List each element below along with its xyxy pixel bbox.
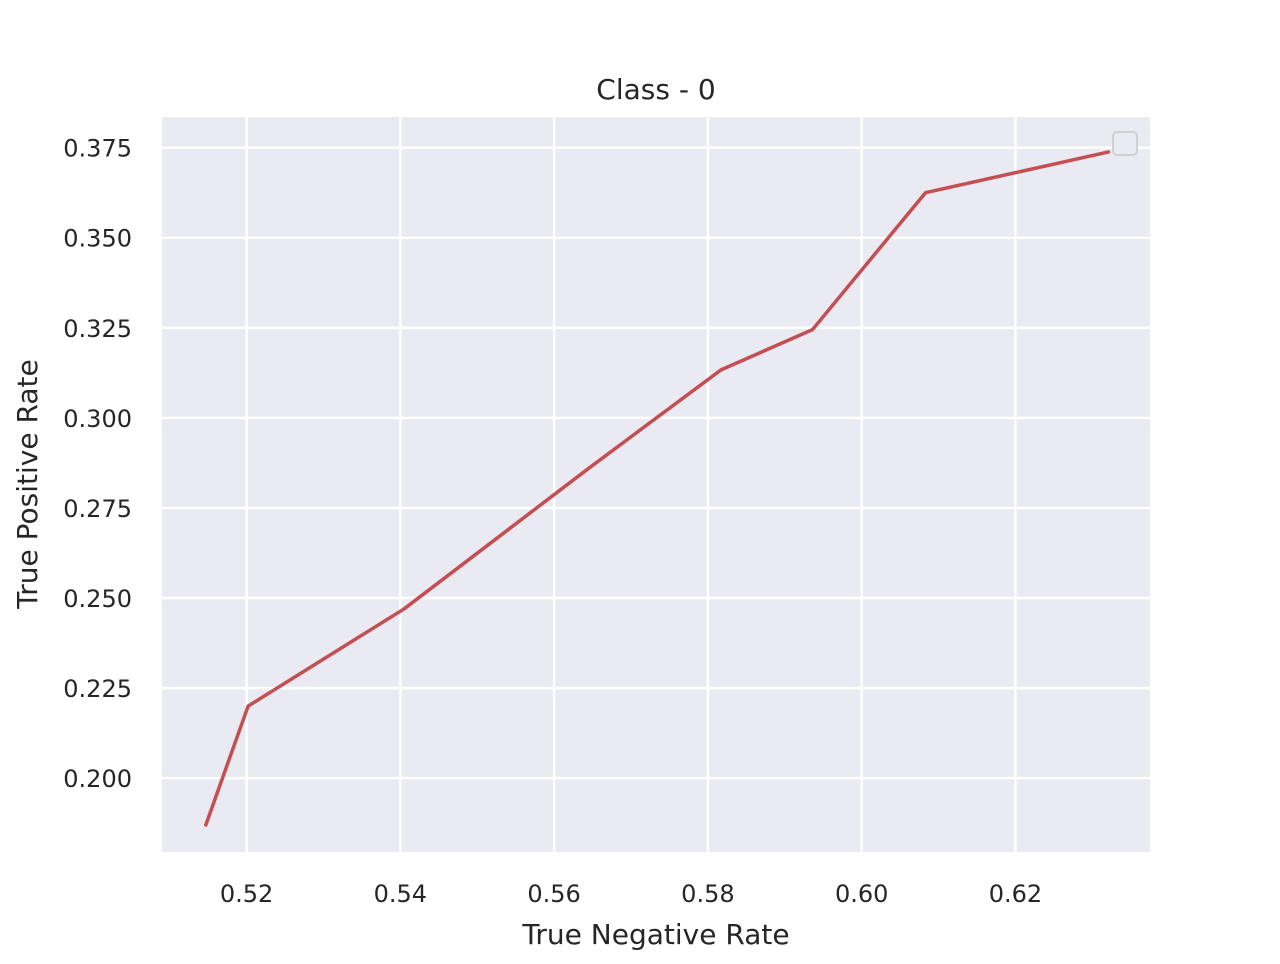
series-layer [204, 150, 1111, 827]
y-tick-label: 0.375 [63, 135, 132, 163]
x-axis-label: True Negative Rate [521, 918, 789, 951]
y-tick-label: 0.325 [63, 315, 132, 343]
y-tick-label: 0.200 [63, 765, 132, 793]
x-tick-label: 0.56 [527, 880, 580, 908]
x-tick-labels: 0.52 0.54 0.56 0.58 0.60 0.62 [220, 880, 1042, 908]
grid-lines [162, 117, 1150, 852]
series-line [204, 150, 1111, 827]
y-tick-label: 0.300 [63, 405, 132, 433]
plot-area [162, 117, 1150, 852]
x-tick-label: 0.60 [835, 880, 888, 908]
x-tick-label: 0.52 [220, 880, 273, 908]
x-tick-label: 0.62 [989, 880, 1042, 908]
y-tick-label: 0.350 [63, 225, 132, 253]
y-tick-label: 0.250 [63, 585, 132, 613]
x-tick-label: 0.54 [374, 880, 427, 908]
y-axis-label: True Positive Rate [11, 359, 44, 609]
y-tick-labels: 0.200 0.225 0.250 0.275 0.300 0.325 0.350 0.375 [63, 135, 132, 794]
legend-box [1112, 131, 1138, 156]
y-tick-label: 0.225 [63, 675, 132, 703]
legend [1112, 131, 1138, 156]
chart-title: Class - 0 [596, 73, 715, 106]
x-tick-label: 0.58 [681, 880, 734, 908]
y-tick-label: 0.275 [63, 495, 132, 523]
